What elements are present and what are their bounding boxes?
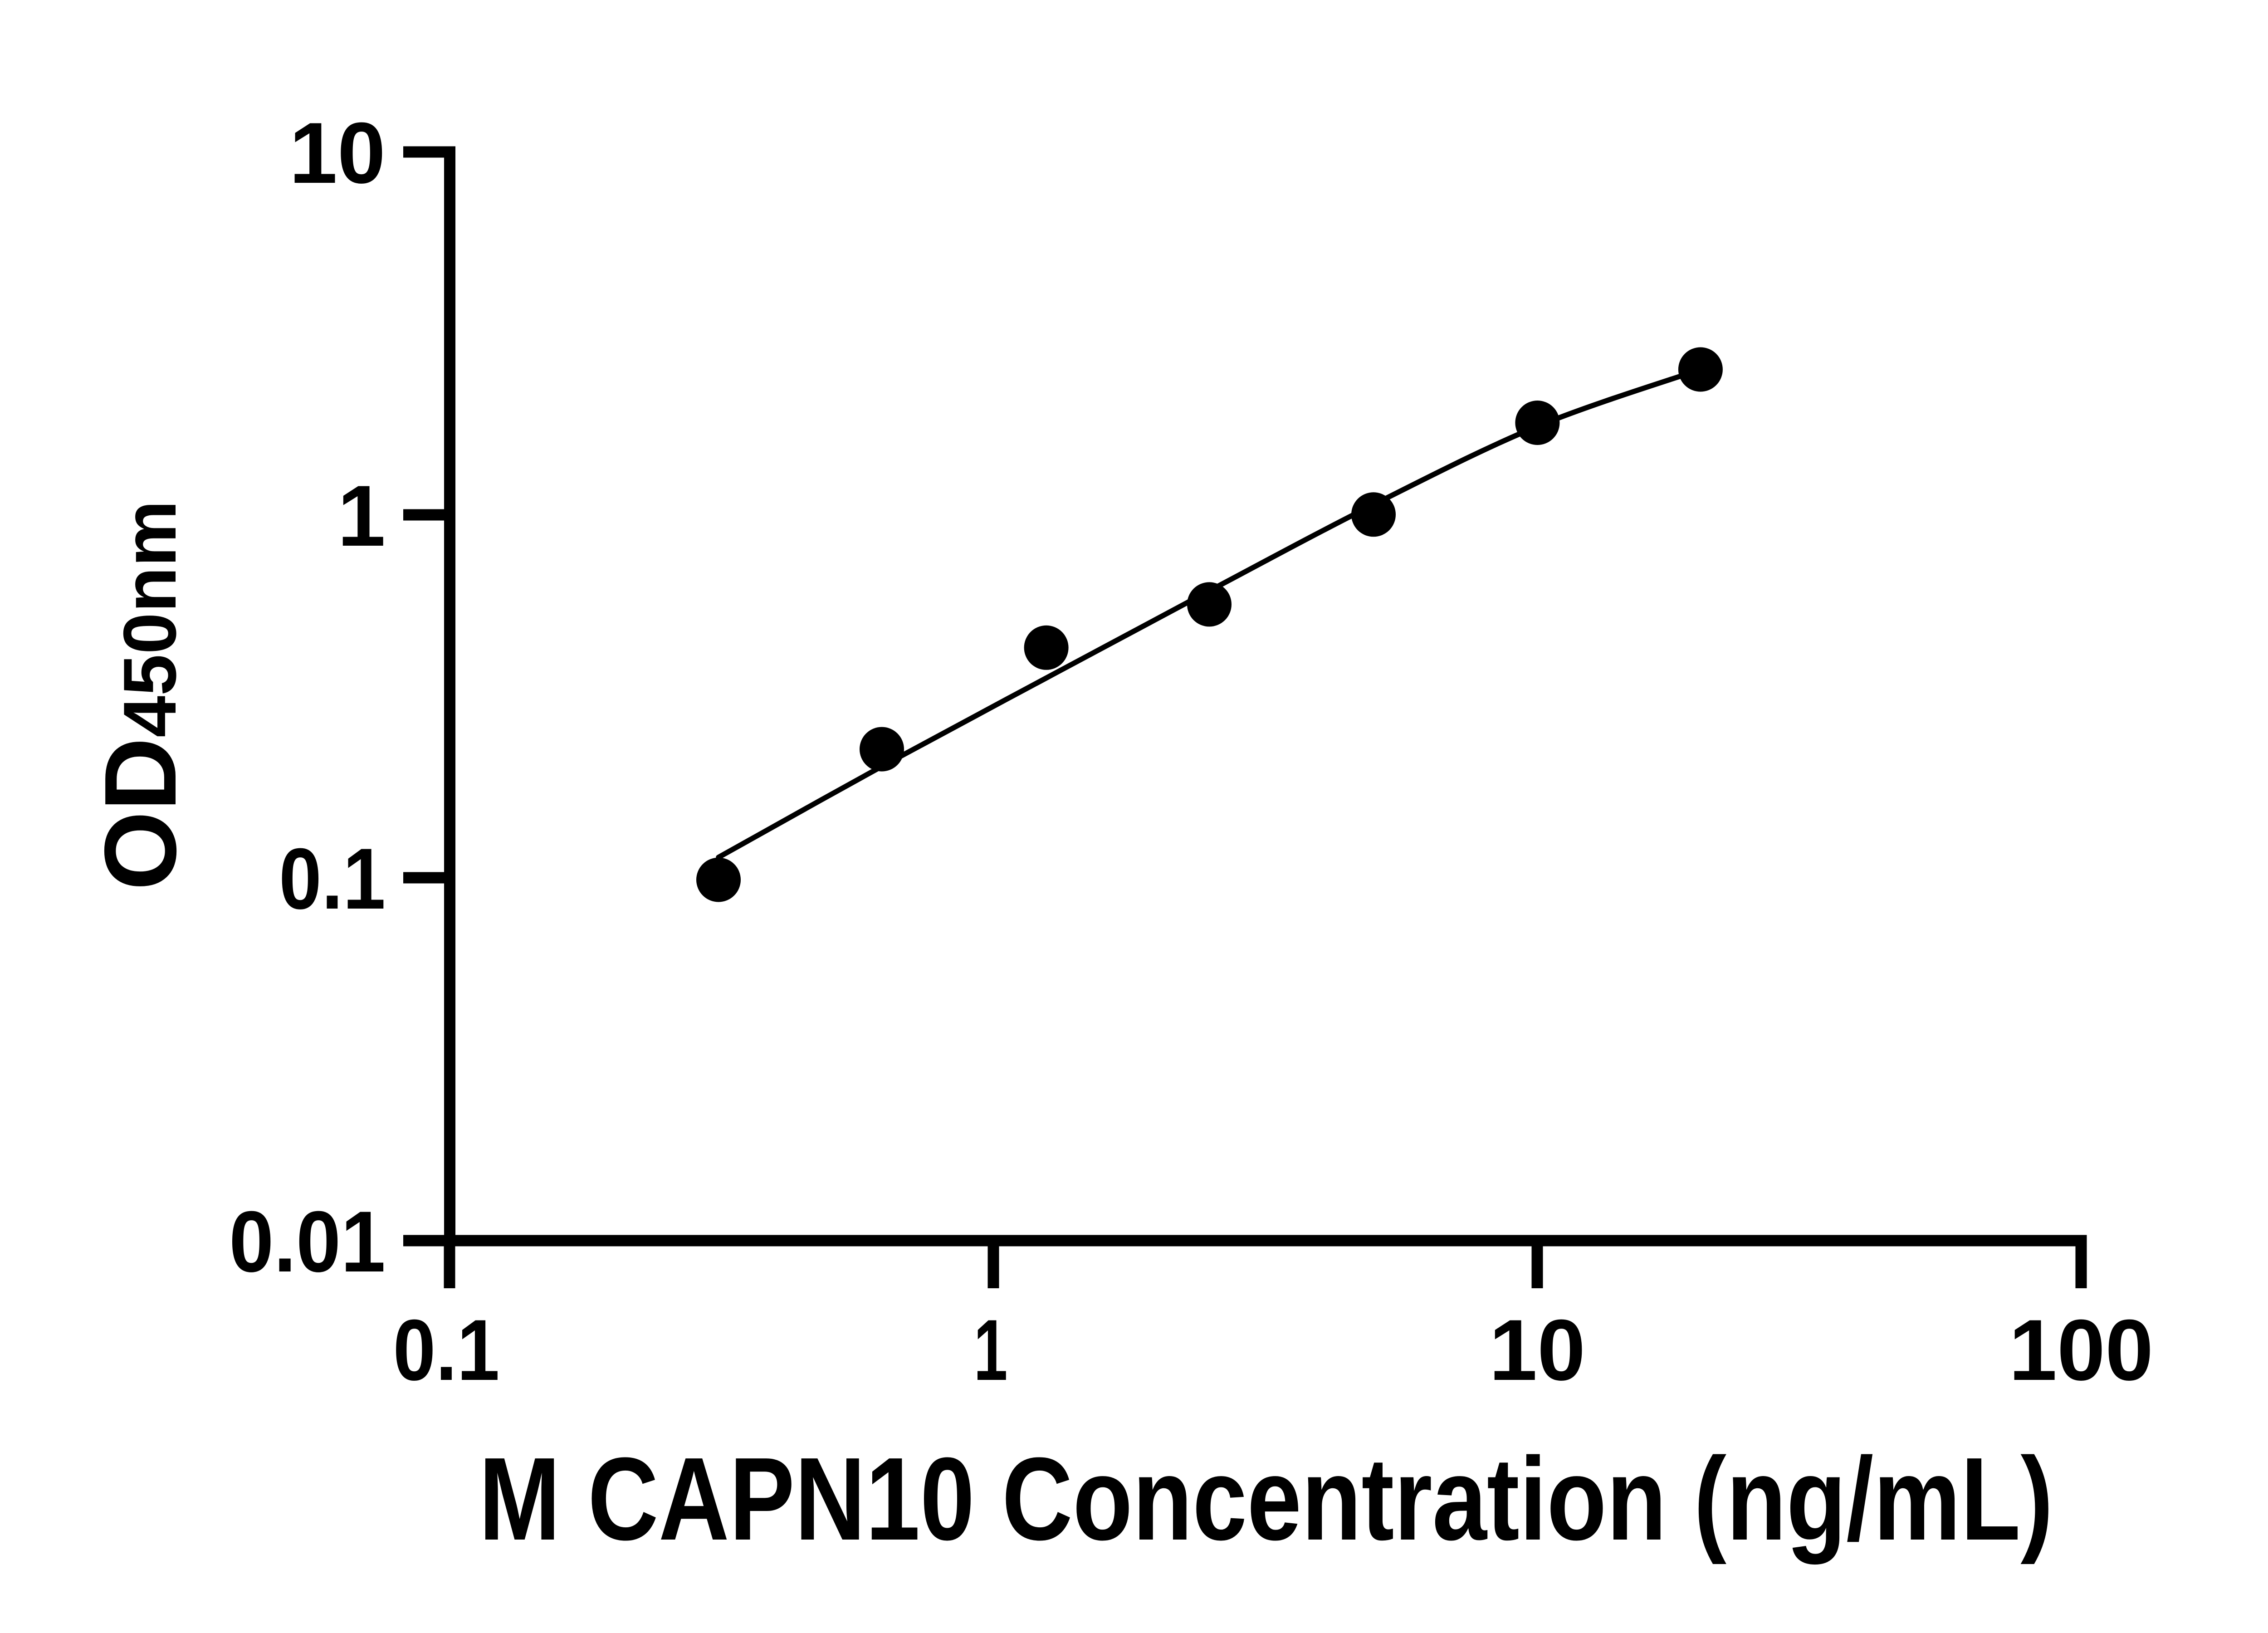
- svg-text:10: 10: [1489, 1302, 1585, 1398]
- svg-text:10: 10: [289, 105, 386, 201]
- svg-text:1: 1: [337, 468, 386, 564]
- svg-text:0.1: 0.1: [279, 831, 386, 927]
- svg-text:M CAPN10 Concentration (ng/mL): M CAPN10 Concentration (ng/mL): [479, 1433, 2053, 1565]
- svg-text:100: 100: [2009, 1302, 2154, 1398]
- svg-text:0.01: 0.01: [229, 1193, 386, 1290]
- svg-text:0.1: 0.1: [393, 1302, 500, 1398]
- svg-text:1: 1: [974, 1302, 1008, 1398]
